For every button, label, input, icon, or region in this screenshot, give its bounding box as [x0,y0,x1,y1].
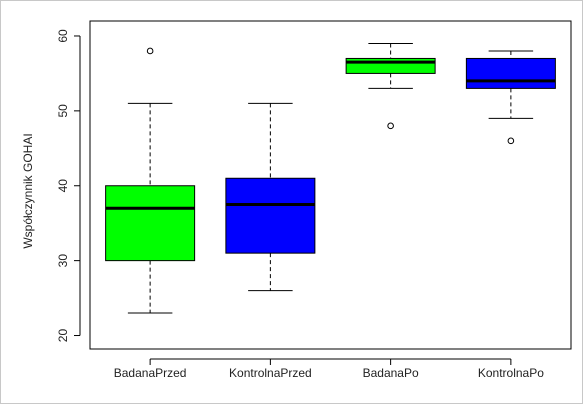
box [465,57,556,89]
y-tick-label: 60 [56,29,70,43]
plot-border [89,20,572,350]
x-tick-label: BadanaPo [363,366,419,380]
y-tick-label: 30 [56,254,70,268]
box [225,177,316,254]
outlier-point [387,122,394,130]
box [105,185,196,262]
y-axis-label: Współczynnik GOHAI [21,133,35,248]
x-tick-label: KontrolnaPrzed [229,366,312,380]
outlier-point [146,47,154,55]
y-tick-label: 20 [56,329,70,343]
x-tick-label: KontrolnaPo [478,366,544,380]
outlier-point [507,137,515,145]
x-tick-label: BadanaPrzed [114,366,187,380]
y-tick-label: 50 [56,104,70,118]
y-tick-label: 40 [56,179,70,193]
